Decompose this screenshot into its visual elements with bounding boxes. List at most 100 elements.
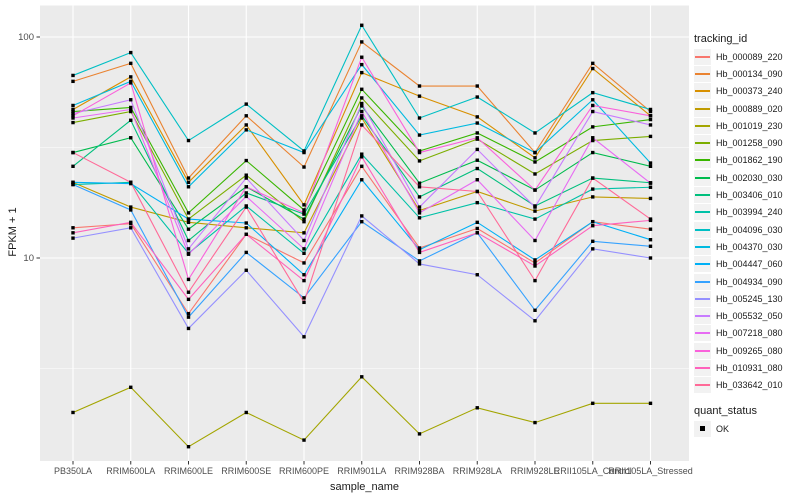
data-point xyxy=(533,319,537,323)
data-point xyxy=(475,131,479,135)
legend-key-swatch xyxy=(694,152,711,169)
data-point xyxy=(302,251,306,256)
data-point xyxy=(302,211,306,215)
data-point xyxy=(360,70,364,75)
data-point xyxy=(533,160,537,164)
data-point xyxy=(244,221,248,225)
data-point xyxy=(129,205,133,209)
data-point xyxy=(417,94,422,98)
data-point xyxy=(648,181,653,185)
legend-key-swatch xyxy=(694,117,711,134)
data-point xyxy=(648,109,653,114)
data-point xyxy=(591,109,595,114)
legend2-entry-label: OK xyxy=(716,423,730,434)
legend-key-swatch xyxy=(694,325,711,342)
legend-key-swatch xyxy=(694,204,711,221)
data-point xyxy=(302,335,306,339)
data-point xyxy=(475,273,479,277)
legend-line-icon xyxy=(695,55,710,58)
legend-line-icon xyxy=(695,228,710,231)
data-point xyxy=(71,109,75,114)
data-point xyxy=(244,185,248,189)
legend-line-icon xyxy=(695,332,710,335)
data-point xyxy=(129,136,133,140)
data-point xyxy=(648,238,653,242)
legend-entry: Hb_009265_080 xyxy=(694,342,798,359)
legend-line-icon xyxy=(695,245,710,248)
data-point xyxy=(302,300,306,305)
legend-line-icon xyxy=(695,263,710,266)
data-point xyxy=(129,109,133,114)
legend-entry: Hb_007218_080 xyxy=(694,325,798,342)
legend-entry-label: Hb_033642_010 xyxy=(716,380,783,391)
data-point xyxy=(533,278,537,283)
data-point xyxy=(648,114,653,118)
data-point xyxy=(417,259,422,263)
data-point xyxy=(129,180,133,185)
data-point xyxy=(186,176,191,180)
data-point xyxy=(360,219,364,224)
data-point xyxy=(71,226,75,230)
data-point xyxy=(417,246,422,250)
data-point xyxy=(417,205,422,209)
data-point xyxy=(533,188,537,192)
data-point xyxy=(186,238,191,243)
x-axis-title: sample_name xyxy=(329,481,400,493)
data-point xyxy=(360,62,364,67)
data-point xyxy=(475,231,479,235)
data-point xyxy=(71,150,75,155)
data-point xyxy=(129,226,133,230)
legend-line-icon xyxy=(695,297,710,300)
data-point xyxy=(244,176,248,180)
legend-line-icon xyxy=(695,211,710,214)
legend-entry-label: Hb_003406_010 xyxy=(716,190,783,201)
data-point xyxy=(417,262,422,266)
legend-key-swatch xyxy=(694,221,711,238)
data-point xyxy=(302,238,306,243)
data-point xyxy=(186,311,191,316)
data-point xyxy=(129,105,133,110)
data-point xyxy=(244,191,248,195)
data-point xyxy=(591,247,595,251)
legend-entry: Hb_004370_030 xyxy=(694,238,798,255)
data-point xyxy=(71,410,75,415)
legend2: quant_status OK xyxy=(694,402,798,437)
legend-entry-label: Hb_007218_080 xyxy=(716,328,783,339)
data-point xyxy=(475,147,479,152)
data-point xyxy=(417,216,422,220)
data-point xyxy=(417,116,422,120)
x-tick-label: RRII105LA_Control xyxy=(554,466,632,476)
data-point xyxy=(591,66,595,71)
data-point xyxy=(129,208,133,212)
legend-entry: Hb_003406_010 xyxy=(694,186,798,204)
legend-entry: Hb_033642_010 xyxy=(694,377,798,394)
data-point xyxy=(71,231,75,235)
data-point xyxy=(648,164,653,168)
data-point xyxy=(591,138,595,143)
legend-line-icon xyxy=(695,107,710,110)
data-point xyxy=(302,165,306,169)
data-point xyxy=(533,209,537,213)
data-point xyxy=(533,261,537,265)
data-point xyxy=(648,227,653,231)
legend-entry-label: Hb_001862_190 xyxy=(716,155,783,166)
data-point xyxy=(129,75,133,79)
data-point xyxy=(302,203,306,207)
data-point xyxy=(302,273,306,277)
data-point xyxy=(475,136,479,140)
data-point xyxy=(186,211,191,215)
data-point xyxy=(129,81,133,85)
data-point xyxy=(360,87,364,91)
data-point xyxy=(475,220,479,225)
legend-entry: Hb_004447_060 xyxy=(694,256,798,273)
legend-key-swatch xyxy=(694,359,711,376)
legend-entry-label: Hb_010931_080 xyxy=(716,362,783,373)
data-point xyxy=(475,121,479,125)
data-point xyxy=(244,123,248,127)
data-point xyxy=(129,385,133,389)
data-point xyxy=(533,238,537,243)
x-tick-label: RRIM600SE xyxy=(221,466,271,476)
legend-entry-label: Hb_005245_130 xyxy=(716,293,783,304)
legend-entry-label: Hb_000889_020 xyxy=(716,103,783,114)
legend-key-swatch xyxy=(694,48,711,65)
